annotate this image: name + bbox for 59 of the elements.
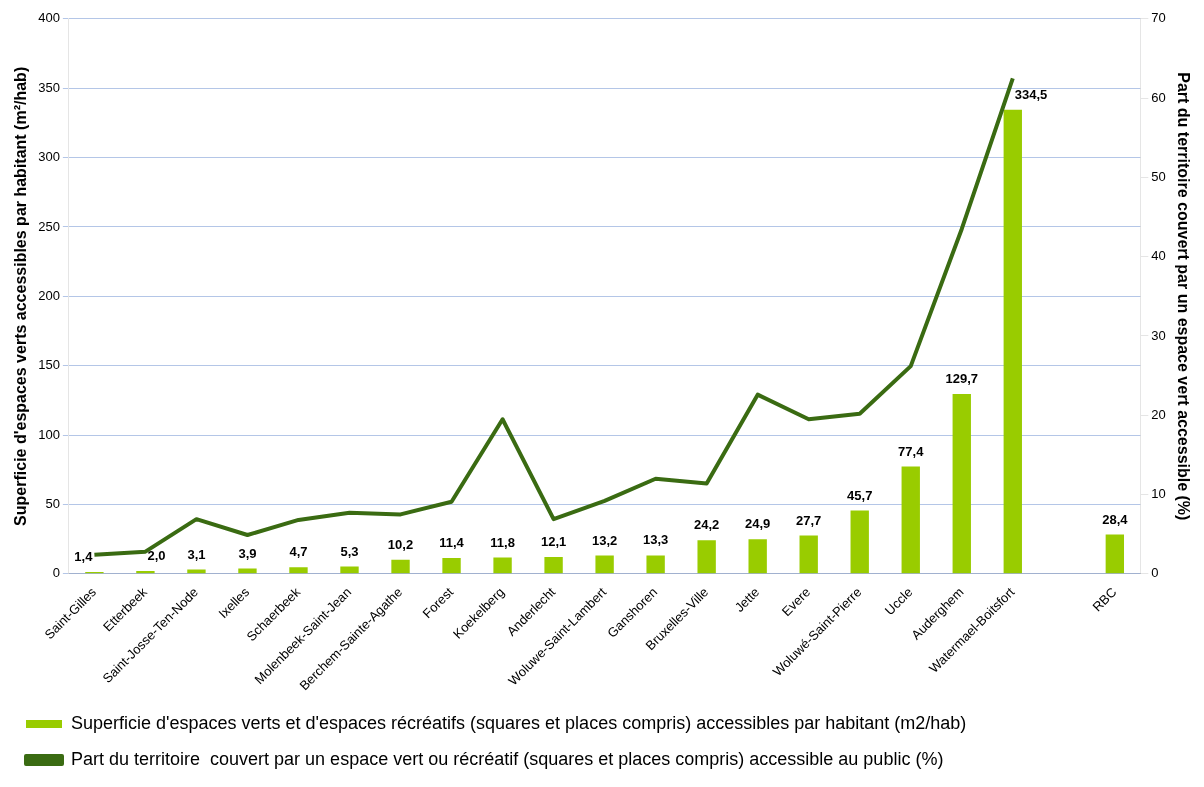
data-label: 5,3: [340, 543, 359, 559]
y-tick-label: 50: [45, 496, 60, 512]
y-tick-label: 150: [38, 357, 60, 373]
data-label: 2,0: [147, 548, 166, 564]
data-label: 129,7: [945, 370, 979, 386]
y-tick-label: 250: [38, 218, 60, 234]
legend-label: Part du territoire couvert par un espace vert ou récréatif (squares et places compris) accessible au public (%): [71, 748, 944, 769]
bar: [442, 558, 461, 574]
bar: [697, 540, 716, 574]
bar: [289, 567, 308, 574]
bar: [340, 566, 359, 574]
data-label: 24,9: [745, 516, 771, 532]
bar: [799, 535, 818, 574]
y2-tick-label: 10: [1151, 486, 1166, 502]
bar: [595, 555, 614, 574]
data-label: 1,4: [74, 549, 94, 564]
data-label: 334,5: [1014, 86, 1048, 102]
data-label: 11,4: [439, 535, 465, 551]
bar: [136, 571, 155, 574]
y-tick-label: 200: [38, 287, 60, 303]
data-label: 11,8: [490, 534, 515, 550]
y-tick-label: 300: [38, 149, 60, 165]
data-label: 13,2: [591, 532, 618, 548]
y-tick-label: 400: [38, 10, 60, 26]
bar: [238, 568, 257, 574]
data-label: 3,1: [187, 546, 206, 562]
bar: [1105, 534, 1125, 574]
y2-tick-label: 20: [1151, 406, 1166, 422]
bar: [901, 466, 920, 574]
y-tick-label: 0: [52, 565, 60, 581]
bar: [391, 559, 410, 574]
bar: [1003, 109, 1022, 574]
y2-tick-label: 70: [1151, 10, 1166, 26]
y2-tick-label: 50: [1151, 168, 1166, 184]
bar: [850, 510, 869, 574]
data-label: 3,9: [238, 545, 257, 561]
data-label: 45,7: [847, 487, 873, 503]
y2-axis-title: Part du territoire couvert par un espace vert accessible (%): [1174, 72, 1192, 521]
y2-tick-label: 0: [1151, 565, 1159, 581]
bar: [493, 557, 512, 574]
bar: [952, 393, 971, 574]
y-tick-label: 100: [38, 426, 60, 442]
data-label: 28,4: [1102, 511, 1129, 527]
y2-tick-label: 30: [1151, 327, 1166, 343]
bar: [748, 539, 767, 574]
bar: [646, 555, 665, 574]
y2-tick-label: 60: [1151, 89, 1166, 105]
y-axis-title: Superficie d'espaces verts accessibles par habitant (m²/hab): [12, 66, 30, 526]
data-label: 10,2: [387, 536, 414, 552]
data-label: 27,7: [796, 512, 822, 528]
y-tick-label: 350: [38, 79, 60, 95]
bar: [544, 557, 563, 574]
data-label: 24,2: [694, 517, 720, 533]
data-label: 4,7: [289, 544, 308, 560]
y2-tick-label: 40: [1151, 248, 1166, 264]
legend-label: Superficie d'espaces verts et d'espaces récréatifs (squares et places compris) accessibles par habitant (m2/hab): [71, 712, 967, 733]
data-label: 12,1: [540, 534, 567, 550]
data-label: 77,4: [898, 443, 925, 459]
data-label: 13,3: [642, 532, 669, 548]
